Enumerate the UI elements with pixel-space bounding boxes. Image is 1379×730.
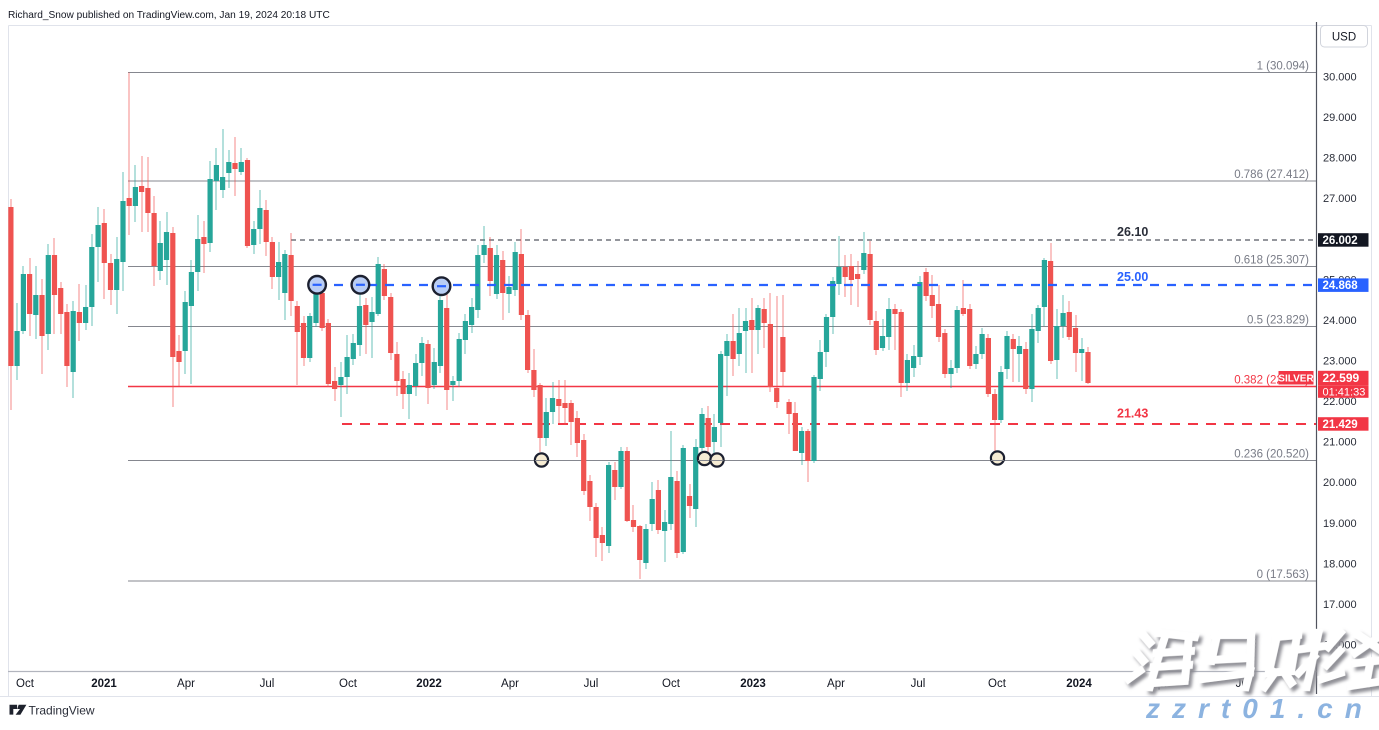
svg-text:21.43: 21.43 bbox=[1117, 407, 1148, 421]
svg-text:Jul: Jul bbox=[260, 678, 275, 690]
svg-text:2024: 2024 bbox=[1066, 678, 1092, 690]
svg-text:24.000: 24.000 bbox=[1323, 315, 1357, 327]
svg-text:2021: 2021 bbox=[91, 678, 117, 690]
svg-text:Oct: Oct bbox=[662, 678, 681, 690]
svg-text:2023: 2023 bbox=[740, 678, 766, 690]
svg-text:17.000: 17.000 bbox=[1323, 599, 1357, 611]
svg-text:Apr: Apr bbox=[177, 678, 195, 690]
svg-text:0 (17.563): 0 (17.563) bbox=[1257, 569, 1310, 581]
svg-text:0.236 (20.520): 0.236 (20.520) bbox=[1234, 449, 1309, 461]
svg-text:25.00: 25.00 bbox=[1117, 270, 1148, 284]
svg-text:22.599: 22.599 bbox=[1323, 371, 1360, 385]
svg-text:0.5 (23.829): 0.5 (23.829) bbox=[1247, 315, 1309, 327]
svg-text:18.000: 18.000 bbox=[1323, 558, 1357, 570]
svg-text:Apr: Apr bbox=[827, 678, 845, 690]
svg-text:Oct: Oct bbox=[339, 678, 358, 690]
svg-text:26.002: 26.002 bbox=[1323, 235, 1358, 247]
svg-text:Richard_Snow published on Trad: Richard_Snow published on TradingView.co… bbox=[8, 10, 330, 21]
svg-text:21.000: 21.000 bbox=[1323, 437, 1357, 449]
svg-text:30.000: 30.000 bbox=[1323, 72, 1357, 84]
svg-text:21.429: 21.429 bbox=[1323, 419, 1358, 431]
svg-text:2022: 2022 bbox=[416, 678, 442, 690]
svg-text:SILVER: SILVER bbox=[1278, 374, 1314, 385]
svg-text:Oct: Oct bbox=[16, 678, 35, 690]
svg-text:0.786 (27.412): 0.786 (27.412) bbox=[1234, 169, 1309, 181]
svg-text:20.000: 20.000 bbox=[1323, 477, 1357, 489]
svg-text:22.000: 22.000 bbox=[1323, 396, 1357, 408]
svg-text:TradingView: TradingView bbox=[29, 704, 95, 718]
svg-text:zzrt01.cn: zzrt01.cn bbox=[1145, 693, 1374, 724]
svg-text:0.618 (25.307): 0.618 (25.307) bbox=[1234, 255, 1309, 267]
svg-text:19.000: 19.000 bbox=[1323, 518, 1357, 530]
svg-text:1 (30.094): 1 (30.094) bbox=[1257, 61, 1310, 73]
svg-text:27.000: 27.000 bbox=[1323, 193, 1357, 205]
svg-text:USD: USD bbox=[1332, 32, 1356, 44]
svg-text:29.000: 29.000 bbox=[1323, 112, 1357, 124]
svg-text:24.868: 24.868 bbox=[1323, 280, 1359, 292]
svg-text:26.10: 26.10 bbox=[1117, 225, 1148, 239]
svg-text:Apr: Apr bbox=[501, 678, 519, 690]
svg-text:Jul: Jul bbox=[584, 678, 599, 690]
svg-text:28.000: 28.000 bbox=[1323, 153, 1357, 165]
svg-text:23.000: 23.000 bbox=[1323, 356, 1357, 368]
svg-text:Oct: Oct bbox=[988, 678, 1007, 690]
svg-text:Jul: Jul bbox=[911, 678, 926, 690]
svg-text:01:41:33: 01:41:33 bbox=[1323, 387, 1366, 399]
